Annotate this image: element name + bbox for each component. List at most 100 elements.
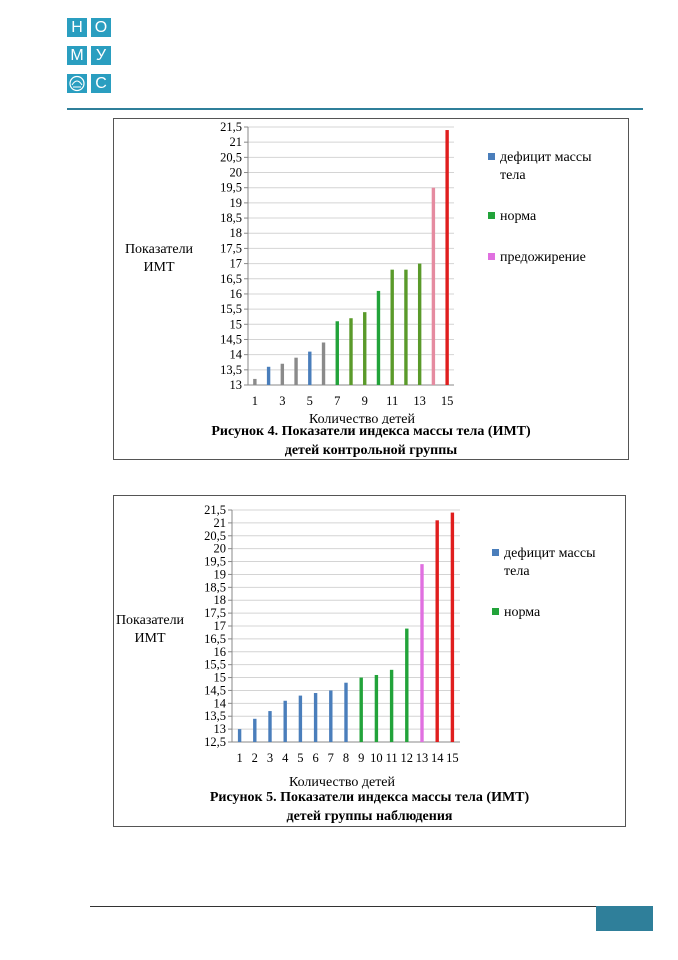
bar	[294, 357, 298, 385]
bar	[349, 318, 353, 385]
bar	[390, 269, 394, 385]
x-tick-label: 6	[312, 751, 318, 765]
y-tick-label: 16	[230, 287, 243, 301]
logo-letter: Н	[67, 18, 87, 37]
y-tick-label: 21,5	[220, 120, 242, 134]
header-divider	[67, 108, 643, 110]
y-tick-label: 13	[214, 722, 227, 736]
logo-letter: С	[91, 74, 111, 93]
y-tick-label: 19	[230, 196, 243, 210]
y-tick-label: 14	[214, 696, 227, 710]
x-tick-label: 3	[279, 394, 285, 408]
legend-label: тела	[500, 168, 526, 183]
x-tick-label: 9	[362, 394, 368, 408]
y-tick-label: 20,5	[204, 529, 226, 543]
bar	[417, 263, 422, 385]
bar	[283, 700, 287, 742]
bmi-chart-observation-group: 12,51313,51414,51515,51616,51717,51818,5…	[116, 503, 596, 790]
footer-divider	[90, 906, 596, 907]
figure-caption-line2: детей контрольной группы	[284, 443, 458, 458]
x-tick-label: 7	[328, 751, 334, 765]
figure-4: 13 13,5 14 14,5 15 15,5 16 16,5 17 17,5 18 18,5 19 19…	[113, 118, 629, 460]
bar	[363, 312, 367, 385]
legend-label: тела	[504, 564, 530, 579]
y-axis-title-line1: Показатели	[125, 242, 194, 257]
legend-swatch	[488, 153, 495, 160]
y-tick-label: 17	[230, 257, 243, 271]
legend-swatch	[492, 608, 499, 615]
y-tick-label: 19,5	[220, 181, 242, 195]
figure-caption-line1: Рисунок 4. Показатели индекса массы тела…	[211, 424, 531, 439]
bar	[389, 669, 394, 742]
x-tick-label: 1	[236, 751, 242, 765]
y-tick-label: 18,5	[220, 211, 242, 225]
y-tick-label: 21,5	[204, 503, 226, 517]
y-tick-label: 17	[214, 619, 227, 633]
figure-caption-line1: Рисунок 5. Показатели индекса массы тела…	[209, 790, 530, 805]
figure-5: 12,5 13 13,5 14 14,5 15 15,5 16 16,5 17 17,5 18 18,5…	[113, 495, 626, 827]
bar	[450, 512, 455, 742]
legend-label: дефицит массы	[504, 546, 596, 561]
y-tick-label: 13,5	[220, 363, 242, 377]
bmi-chart-control-group: 1313,51414,51515,51616,51717,51818,51919…	[125, 120, 592, 424]
bar	[404, 269, 408, 385]
x-tick-label: 11	[386, 751, 398, 765]
y-tick-label: 19	[214, 567, 227, 581]
y-axis-title-line1: Показатели	[116, 613, 185, 628]
x-tick-label: 8	[343, 751, 349, 765]
x-tick-label: 9	[358, 751, 364, 765]
bar	[253, 378, 257, 385]
legend-label: предожирение	[500, 250, 586, 265]
x-tick-label: 13	[416, 751, 429, 765]
y-tick-label: 18	[230, 226, 243, 240]
y-tick-label: 14,5	[220, 332, 242, 346]
bar	[335, 321, 339, 385]
journal-logo: Н О М У С	[67, 18, 111, 102]
y-tick-label: 20	[214, 542, 227, 556]
x-tick-label: 7	[334, 394, 340, 408]
y-axis-title-line2: ИМТ	[143, 260, 175, 275]
bar	[237, 729, 242, 742]
y-tick-label: 16,5	[220, 272, 242, 286]
y-tick-label: 14	[230, 348, 243, 362]
y-tick-label: 20,5	[220, 150, 242, 164]
bar	[431, 187, 436, 385]
y-tick-label: 13,5	[204, 709, 226, 723]
figure-caption-line2: детей группы наблюдения	[286, 809, 453, 824]
x-tick-label: 3	[267, 751, 273, 765]
y-tick-label: 17,5	[220, 241, 242, 255]
x-tick-label: 2	[252, 751, 258, 765]
y-tick-label: 21	[230, 135, 243, 149]
y-tick-label: 14,5	[204, 683, 226, 697]
x-tick-label: 10	[370, 751, 383, 765]
x-tick-label: 4	[282, 751, 289, 765]
y-tick-label: 15,5	[220, 302, 242, 316]
y-tick-label: 16,5	[204, 632, 226, 646]
logo-letter: М	[67, 46, 87, 65]
x-tick-label: 15	[441, 394, 454, 408]
bar	[298, 695, 303, 742]
logo-emblem-icon	[67, 74, 87, 93]
y-tick-label: 12,5	[204, 735, 226, 749]
legend-swatch	[492, 549, 499, 556]
bar	[266, 366, 271, 385]
bar	[445, 130, 449, 385]
y-tick-label: 20	[230, 166, 243, 180]
y-tick-label: 17,5	[204, 606, 226, 620]
bar	[308, 351, 312, 385]
y-tick-label: 13	[230, 378, 243, 392]
x-tick-label: 11	[386, 394, 398, 408]
x-tick-label: 12	[401, 751, 414, 765]
y-tick-label: 18,5	[204, 580, 226, 594]
bar	[376, 290, 381, 385]
x-tick-label: 15	[446, 751, 459, 765]
legend-label: норма	[504, 605, 541, 620]
x-tick-label: 14	[431, 751, 444, 765]
bar	[321, 342, 326, 385]
bar	[359, 677, 363, 742]
x-tick-label: 1	[252, 394, 258, 408]
y-tick-label: 16	[214, 645, 227, 659]
legend-swatch	[488, 212, 495, 219]
legend-label: дефицит массы	[500, 150, 592, 165]
y-tick-label: 15	[230, 317, 243, 331]
